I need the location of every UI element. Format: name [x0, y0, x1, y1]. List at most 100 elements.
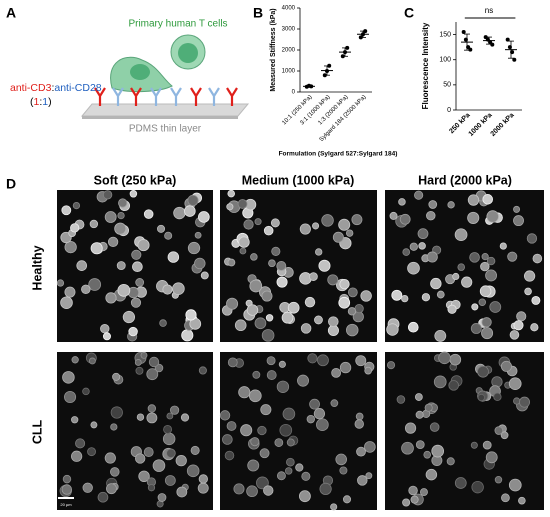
cell	[331, 367, 342, 378]
cell	[71, 356, 79, 364]
cell	[76, 260, 88, 271]
cell	[146, 412, 158, 424]
cell	[448, 380, 459, 391]
cell	[129, 190, 138, 198]
cell	[180, 413, 190, 422]
cell	[415, 410, 424, 419]
cell	[279, 423, 293, 437]
cell	[420, 488, 428, 497]
cell	[110, 467, 120, 477]
data-point	[512, 57, 517, 62]
cell	[485, 451, 498, 464]
cell	[132, 261, 143, 273]
cell	[417, 228, 429, 240]
cell	[274, 438, 284, 447]
cell	[138, 470, 150, 483]
cell	[480, 261, 490, 272]
cell	[309, 272, 318, 281]
cell	[500, 360, 512, 372]
cell	[143, 209, 154, 219]
cell	[181, 329, 194, 342]
cell	[426, 251, 438, 263]
cell	[82, 482, 93, 493]
nucleus	[178, 43, 198, 63]
cell	[162, 284, 173, 295]
cell	[71, 450, 83, 462]
cell	[318, 259, 331, 272]
cell	[454, 228, 468, 242]
cell	[104, 211, 117, 223]
panel-label: B	[253, 5, 263, 21]
cell	[227, 258, 236, 267]
cell	[513, 215, 524, 227]
cell	[364, 441, 376, 453]
cell	[357, 475, 368, 486]
cell	[102, 190, 113, 200]
cell	[266, 370, 277, 380]
cell	[477, 365, 489, 378]
cell	[70, 223, 80, 233]
cell	[219, 410, 231, 421]
y-tick-label: 100	[439, 57, 451, 64]
cell	[167, 251, 180, 263]
antibody	[208, 87, 220, 106]
cell	[88, 357, 96, 365]
cell	[281, 311, 294, 324]
ratio: (1:1)	[30, 96, 52, 108]
cell	[246, 485, 258, 498]
cell	[396, 395, 406, 404]
cell	[122, 310, 136, 324]
cell	[312, 222, 320, 230]
cell	[530, 323, 539, 332]
cell	[200, 271, 209, 280]
x-tick-label: 10:1 (250 kPa)	[281, 94, 313, 126]
cells-label: Primary human T cells	[128, 19, 227, 30]
cell	[342, 495, 352, 504]
data-point	[345, 45, 350, 50]
y-axis-label: Measured Stiffness (kPa)	[270, 8, 277, 91]
cell	[332, 231, 344, 243]
cell	[60, 296, 73, 310]
y-tick-label: 1000	[282, 69, 296, 75]
cell	[531, 295, 541, 305]
cell	[410, 495, 419, 504]
cell	[330, 399, 339, 408]
cell	[147, 484, 156, 492]
cell	[130, 297, 142, 308]
cell	[105, 292, 117, 304]
significance-label: ns	[485, 6, 493, 15]
cell	[401, 441, 414, 455]
cell	[222, 434, 233, 445]
cell	[102, 332, 111, 341]
sep: :	[39, 96, 42, 108]
cell	[346, 323, 359, 337]
cell	[140, 351, 148, 359]
cell	[248, 389, 262, 403]
cell	[106, 483, 117, 495]
cell	[509, 330, 520, 340]
cell	[112, 372, 121, 381]
cell	[190, 445, 200, 455]
cell	[164, 475, 176, 486]
cell	[71, 416, 79, 424]
cell	[173, 206, 186, 220]
cell	[338, 296, 351, 309]
cell	[137, 239, 150, 252]
cell	[364, 366, 372, 375]
cell	[135, 453, 146, 464]
cell	[131, 249, 142, 260]
cell	[421, 293, 431, 302]
cell	[470, 323, 482, 334]
cell	[300, 323, 312, 334]
cell	[330, 503, 338, 511]
cell	[467, 211, 480, 224]
cell	[226, 203, 234, 211]
cell	[260, 404, 272, 416]
cell	[295, 463, 304, 472]
y-tick-label: 0	[447, 107, 451, 114]
cell	[250, 437, 260, 447]
cell	[233, 483, 245, 495]
cell	[64, 240, 77, 254]
cell	[360, 290, 372, 302]
data-point	[490, 42, 495, 47]
